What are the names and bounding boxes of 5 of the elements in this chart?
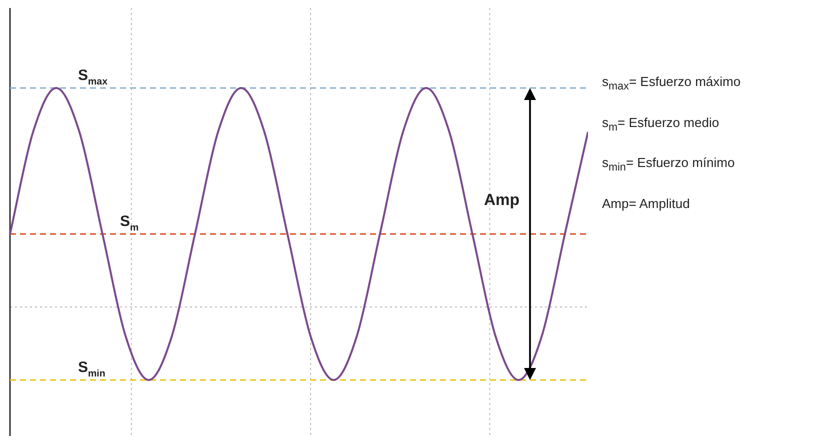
text: s$_{m}$= Esfuerzo medio xyxy=(602,114,720,136)
text: Amp= Amplitud xyxy=(602,194,691,213)
text: s$_{max}$= Esfuerzo máximo xyxy=(602,73,741,95)
annotation: Amp xyxy=(484,192,520,209)
text: s$_{min}$= Esfuerzo mínimo xyxy=(602,154,736,176)
